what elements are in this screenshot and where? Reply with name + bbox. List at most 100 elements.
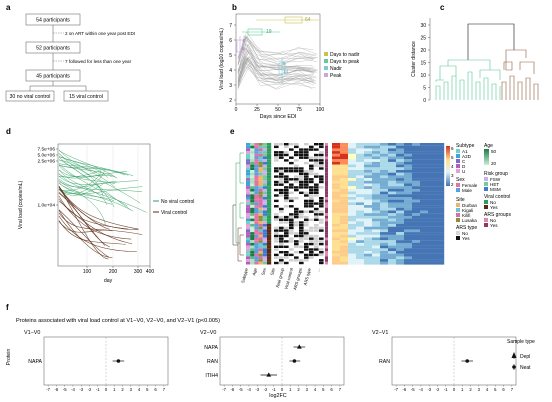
heatmap-annot-cell: [258, 261, 263, 265]
heatmap-value-cell: [364, 240, 373, 243]
heatmap-value-cell: [340, 240, 349, 243]
heatmap-binary-cell: [314, 153, 319, 157]
heatmap-binary-cell: [319, 161, 324, 165]
heatmap-value-cell: [396, 237, 405, 241]
heatmap-annot-cell: [262, 159, 267, 162]
heatmap-value-cell: [372, 170, 381, 173]
heatmap-value-cell: [340, 197, 349, 200]
heatmap-binary-cell: [309, 248, 314, 251]
heatmap-value-cell: [412, 210, 421, 214]
heatmap-binary-cell: [294, 215, 299, 219]
heatmap-binary-cell: [319, 202, 324, 205]
heatmap-binary-cell: [299, 161, 304, 165]
chart-d-line-control: [58, 185, 139, 230]
heatmap-value-cell: [380, 172, 389, 176]
heatmap-annot-cell: [262, 143, 267, 146]
heatmap-value-cell: [396, 229, 405, 233]
heatmap-value-cell: [412, 232, 421, 235]
heatmap-value-cell: [388, 180, 397, 184]
forest-xtick: 1: [113, 387, 116, 392]
heatmap-binary-cell: [274, 186, 279, 189]
heatmap-value-cell: [436, 256, 445, 260]
heatmap-binary-cell: [309, 207, 314, 211]
chart-d-line-no-control: [58, 150, 116, 178]
heatmap-binary-cell: [279, 256, 284, 259]
heatmap-binary-cell: [284, 178, 289, 181]
heatmap-binary-cell: [274, 224, 279, 227]
heatmap-binary-cell: [314, 210, 319, 213]
heatmap-binary-cell: [304, 240, 309, 243]
heatmap-binary-cell: [314, 259, 319, 262]
heatmap-binary-cell: [289, 143, 294, 146]
heatmap-value-cell: [388, 207, 397, 211]
heatmap-annot-cell: [258, 234, 263, 238]
heatmap-value-cell: [436, 180, 445, 184]
heatmap-row-dendrogram: [232, 152, 244, 262]
heatmap-value-cell: [356, 202, 365, 206]
heatmap-value-cell: [340, 237, 349, 241]
heatmap-value-cell: [428, 199, 437, 203]
heatmap-annot-cell: [258, 151, 263, 154]
heatmap-annot-cell: [267, 199, 272, 203]
heatmap-value-cell: [396, 178, 405, 181]
heatmap-value-cell: [348, 191, 357, 195]
chart-c-ylabel: Cluster distance: [411, 41, 417, 77]
heatmap-value-cell: [356, 153, 365, 157]
heatmap-binary-cell: [304, 191, 309, 194]
heatmap-value-cell: [340, 248, 349, 252]
heatmap-binary-cell: [299, 229, 304, 232]
heatmap-annot-cell: [246, 218, 251, 222]
heatmap-value-cell: [356, 234, 365, 238]
heatmap-binary-cell: [289, 242, 294, 246]
heatmap-binary-cell: [274, 161, 279, 165]
chart-b-line: [237, 57, 315, 79]
heatmap-value-cell: [428, 218, 437, 222]
forest-xtick: -2: [436, 387, 440, 392]
heatmap-value-cell: [364, 180, 373, 184]
heatmap-value-cell: [420, 186, 429, 189]
chart-d-xtick: 400: [146, 269, 155, 275]
heatmap-value-cell: [404, 148, 413, 152]
heatmap-annot-cell: [254, 164, 259, 168]
forest-xtick: 7: [339, 387, 342, 392]
heatmap-binary-cell: [299, 167, 304, 170]
heatmap-annot-cell: [262, 164, 267, 168]
heatmap-binary-cell: [319, 159, 324, 162]
heatmap-binary-cell: [289, 199, 294, 203]
heatmap-annot-cell: [267, 145, 272, 149]
chart-b-ann-f: 14: [283, 69, 289, 74]
heatmap-annot-cell: [246, 161, 251, 165]
chart-b-legend-0: Days to nadir: [330, 52, 360, 58]
heatmap-binary-cell: [274, 215, 279, 219]
heatmap-binary-cell: [294, 251, 299, 254]
heatmap-binary-cell: [304, 161, 309, 165]
heatmap-annot-cell: [246, 191, 251, 195]
heatmap-annot-cell: [267, 148, 272, 152]
heatmap-annot-cell: [258, 210, 263, 214]
heatmap-annot-cell: [325, 213, 328, 216]
heatmap-binary-cell: [319, 197, 324, 200]
heatmap-value-cell: [356, 186, 365, 189]
heatmap-value-cell: [404, 167, 413, 171]
heatmap-binary-cell: [309, 170, 314, 173]
heatmap-value-cell: [356, 151, 365, 154]
heatmap-binary-cell: [299, 253, 304, 257]
heatmap-binary-cell: [284, 232, 289, 235]
forest-ylabel: Protein: [6, 349, 12, 366]
heatmap-annot-cell: [254, 199, 259, 203]
heatmap-value-cell: [428, 221, 437, 225]
heatmap-value-cell: [412, 240, 421, 243]
heatmap-binary-cell: [294, 175, 299, 178]
heatmap-value-cell: [428, 175, 437, 179]
heatmap-binary-cell: [274, 237, 279, 240]
heatmap-annot-cell: [246, 167, 251, 170]
forest-xtick: 4: [138, 387, 141, 392]
heatmap-binary-cell: [304, 207, 309, 211]
heatmap-binary-cell: [319, 191, 324, 194]
heatmap-value-cell: [332, 226, 341, 230]
heatmap-binary-cell: [284, 202, 289, 205]
legend-sex-0: Female: [462, 183, 478, 188]
legend-subtype-2: C: [462, 159, 466, 164]
heatmap-value-cell: [332, 229, 341, 233]
